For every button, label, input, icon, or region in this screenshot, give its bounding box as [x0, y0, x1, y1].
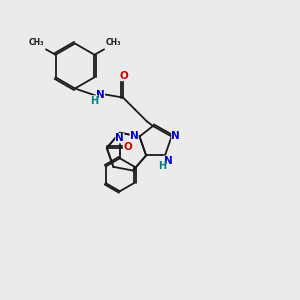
- Text: N: N: [171, 131, 180, 141]
- Text: N: N: [96, 89, 105, 100]
- Text: N: N: [130, 131, 139, 141]
- Text: H: H: [90, 95, 98, 106]
- Text: O: O: [119, 71, 128, 81]
- Text: O: O: [123, 142, 132, 152]
- Text: N: N: [164, 156, 172, 166]
- Text: CH₃: CH₃: [29, 38, 44, 47]
- Text: N: N: [116, 133, 124, 143]
- Text: CH₃: CH₃: [106, 38, 121, 47]
- Text: H: H: [158, 161, 166, 171]
